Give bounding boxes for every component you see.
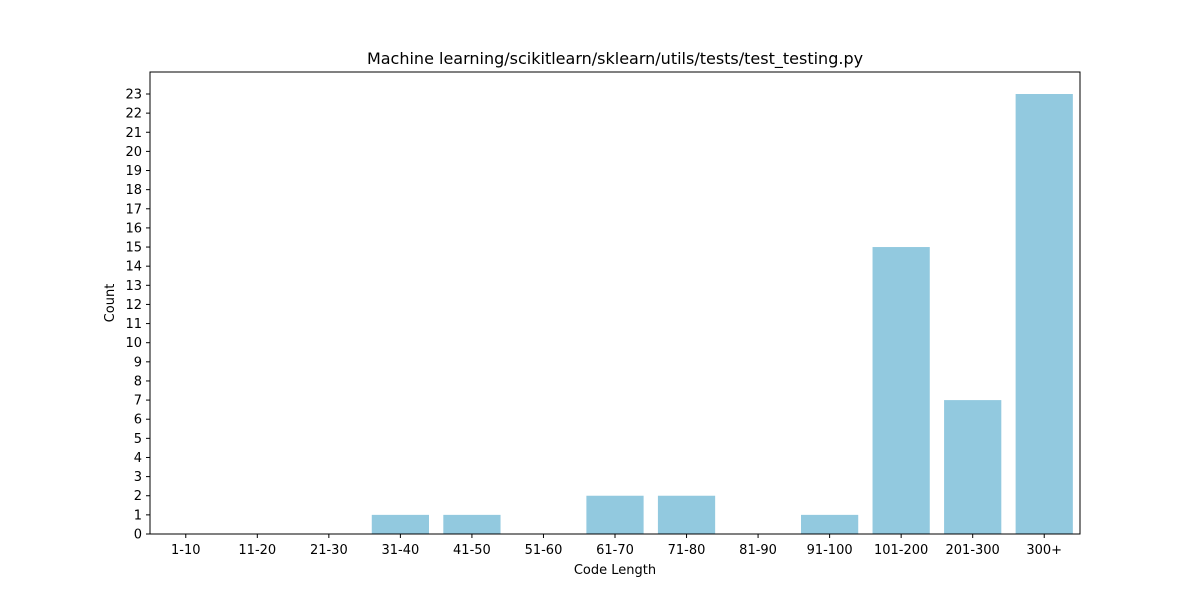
y-tick-label: 9 xyxy=(134,355,142,370)
x-tick-label: 101-200 xyxy=(874,543,928,558)
bar-61-70 xyxy=(586,495,644,534)
x-tick-label: 201-300 xyxy=(946,543,1000,558)
y-tick-label: 23 xyxy=(125,88,142,103)
y-tick-label: 11 xyxy=(125,317,142,332)
y-tick-label: 1 xyxy=(134,508,142,523)
x-tick-label: 41-50 xyxy=(453,543,491,558)
y-tick-label: 16 xyxy=(125,221,142,236)
x-tick-label: 300+ xyxy=(1026,543,1062,558)
y-tick-label: 4 xyxy=(134,451,142,466)
x-tick-label: 71-80 xyxy=(668,543,706,558)
y-tick-label: 17 xyxy=(125,202,142,217)
y-tick-label: 22 xyxy=(125,107,142,122)
bar-201-300 xyxy=(944,400,1002,534)
y-tick-label: 0 xyxy=(134,528,142,543)
bar-31-40 xyxy=(371,514,429,534)
y-tick-label: 10 xyxy=(125,336,142,351)
bar-300+ xyxy=(1015,94,1073,534)
y-tick-label: 13 xyxy=(125,279,142,294)
x-tick-label: 1-10 xyxy=(171,543,201,558)
x-tick-label: 21-30 xyxy=(310,543,348,558)
y-axis-title: Count xyxy=(103,284,118,323)
chart-title: Machine learning/scikitlearn/sklearn/uti… xyxy=(367,49,863,69)
x-tick-label: 61-70 xyxy=(596,543,634,558)
y-tick-label: 8 xyxy=(134,374,142,389)
x-tick-label: 11-20 xyxy=(238,543,276,558)
bar-91-100 xyxy=(801,514,859,534)
x-tick-label: 31-40 xyxy=(381,543,419,558)
y-tick-label: 15 xyxy=(125,241,142,256)
bars-layer xyxy=(371,94,1073,535)
y-tick-label: 5 xyxy=(134,432,142,447)
y-tick-label: 18 xyxy=(125,183,142,198)
bar-101-200 xyxy=(872,247,930,535)
x-tick-label: 81-90 xyxy=(739,543,777,558)
bar-41-50 xyxy=(443,514,501,534)
y-tick-label: 2 xyxy=(134,489,142,504)
y-tick-label: 21 xyxy=(125,126,142,141)
x-tick-label: 51-60 xyxy=(525,543,563,558)
y-tick-label: 7 xyxy=(134,394,142,409)
y-tick-label: 19 xyxy=(125,164,142,179)
y-tick-label: 12 xyxy=(125,298,142,313)
y-tick-label: 14 xyxy=(125,260,142,275)
y-tick-label: 20 xyxy=(125,145,142,160)
x-axis-title: Code Length xyxy=(574,563,656,578)
plot-frame xyxy=(149,71,1081,535)
x-tick-label: 91-100 xyxy=(807,543,853,558)
y-tick-label: 3 xyxy=(134,470,142,485)
y-tick-label: 6 xyxy=(134,413,142,428)
bar-71-80 xyxy=(657,495,716,534)
x-axis: 1-10 11-20 21-30 31-40 41-50 51-60 61-70 71-80 8… xyxy=(171,534,1062,558)
